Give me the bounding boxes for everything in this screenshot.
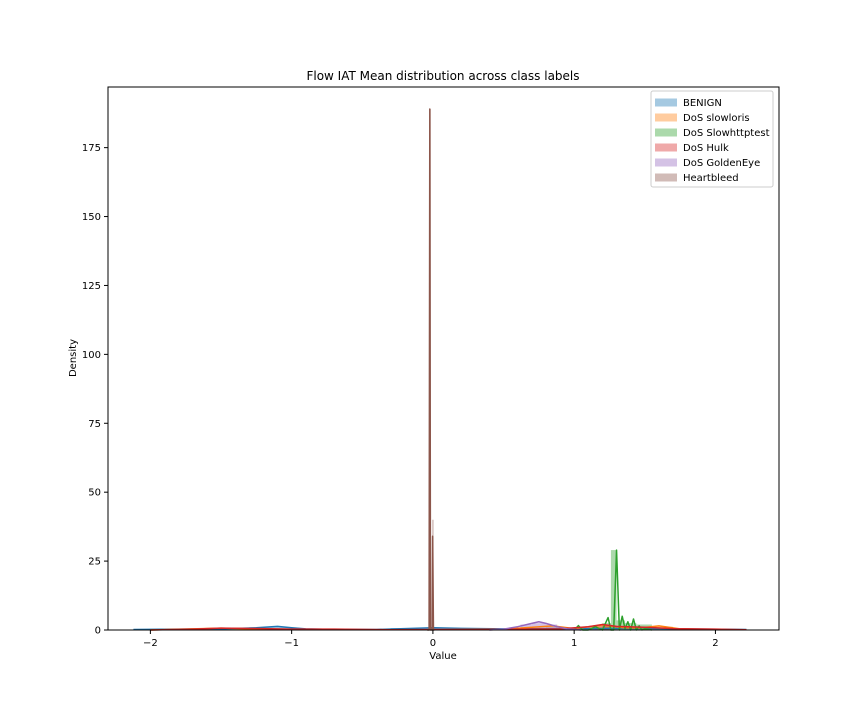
axis-ticks: −2 −1 0 1 2 0 25 50 75 100 125 150 175: [82, 143, 719, 649]
legend-swatch-1: [655, 113, 677, 122]
legend-label-3: DoS Hulk: [683, 143, 729, 154]
hist-bar-4-2: [545, 624, 558, 630]
hist-bar-2-0: [602, 623, 611, 630]
y-tick-label-3: 75: [88, 419, 101, 430]
legend-swatch-0: [655, 98, 677, 107]
legend: BENIGN DoS slowloris DoS Slowhttptest DoS H…: [650, 90, 774, 188]
legend-label-0: BENIGN: [683, 98, 722, 109]
y-axis-label: Density: [68, 339, 79, 377]
legend-label-5: Heartbleed: [683, 173, 739, 184]
legend-swatch-2: [655, 128, 677, 137]
y-tick-label-7: 175: [82, 143, 101, 154]
y-tick-label-0: 0: [95, 626, 101, 637]
legend-swatch-3: [655, 143, 677, 152]
legend-swatch-5: [655, 173, 677, 182]
y-tick-label-2: 50: [88, 488, 101, 499]
x-tick-label-2: 0: [430, 638, 436, 649]
y-tick-label-5: 125: [82, 281, 101, 292]
legend-label-2: DoS Slowhttptest: [683, 128, 770, 139]
legend-label-1: DoS slowloris: [683, 113, 750, 124]
y-tick-label-1: 25: [88, 557, 101, 568]
y-tick-label-4: 100: [82, 350, 101, 361]
hist-bar-2-1: [610, 550, 617, 630]
kde-line-4: [489, 620, 582, 631]
legend-swatch-4: [655, 158, 677, 167]
x-tick-label-0: −2: [143, 638, 158, 649]
chart-title: Flow IAT Mean distribution across class …: [306, 69, 579, 83]
axes-frame: [107, 86, 780, 631]
legend-box: [650, 90, 774, 188]
x-tick-label-1: −1: [284, 638, 299, 649]
legend-label-4: DoS GoldenEye: [683, 158, 760, 169]
x-axis-label: Value: [429, 651, 456, 662]
hist-bar-0-2: [206, 628, 250, 630]
x-tick-label-3: 1: [571, 638, 577, 649]
y-tick-label-6: 150: [82, 212, 101, 223]
x-tick-label-4: 2: [712, 638, 718, 649]
